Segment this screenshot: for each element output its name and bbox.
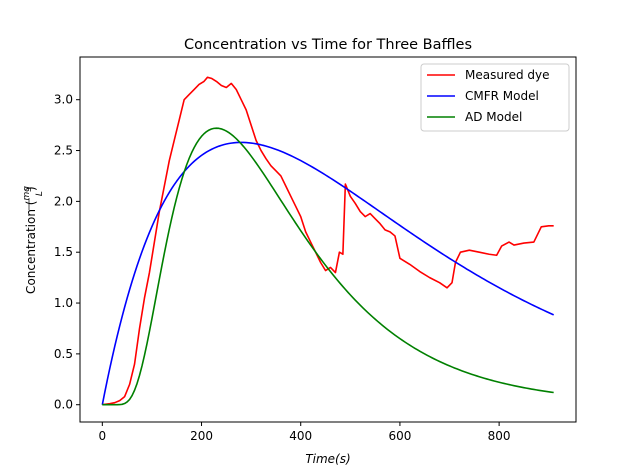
y-label-prefix: Concentration ( [24,201,38,294]
legend-label: Measured dye [465,68,550,82]
x-axis: 0 200 400 600 800 [98,422,511,443]
y-label-suffix: ) [24,186,38,191]
svg-text:Concentration (mgL): Concentration (mg L) [22,186,45,294]
x-tick-label: 600 [388,429,411,443]
y-tick-label: 2.5 [54,144,73,158]
x-tick-label: 200 [190,429,213,443]
chart-title: Concentration vs Time for Three Baffles [184,37,472,53]
y-tick-label: 0.5 [54,347,73,361]
y-tick-label: 0.0 [54,398,73,412]
y-label-denominator: L [35,191,45,196]
y-tick-label: 2.0 [54,194,73,208]
series-line-measured-dye [102,76,554,406]
legend-box [420,63,570,132]
series-line-cmfr-model [101,141,555,405]
legend-label: AD Model [465,110,522,124]
y-tick-label: 3.0 [54,93,73,107]
plot-frame [79,56,577,423]
legend-label: CMFR Model [465,89,539,103]
y-axis: 0.0 0.5 1.0 1.5 2.0 2.5 3.0 [54,93,80,412]
y-label-numerator: mg [22,186,32,201]
x-tick-label: 800 [488,429,511,443]
x-tick-label: 400 [289,429,312,443]
x-tick-label: 0 [98,429,106,443]
y-tick-label: 1.0 [54,296,73,310]
y-tick-label: 1.5 [54,245,73,259]
series-line-ad-model [102,127,554,406]
series-layer [101,76,555,406]
legend: Measured dye CMFR Model AD Model [420,63,570,132]
y-axis-label: Concentration (mg L) [22,186,45,294]
x-axis-label: Time(s) [305,452,350,466]
